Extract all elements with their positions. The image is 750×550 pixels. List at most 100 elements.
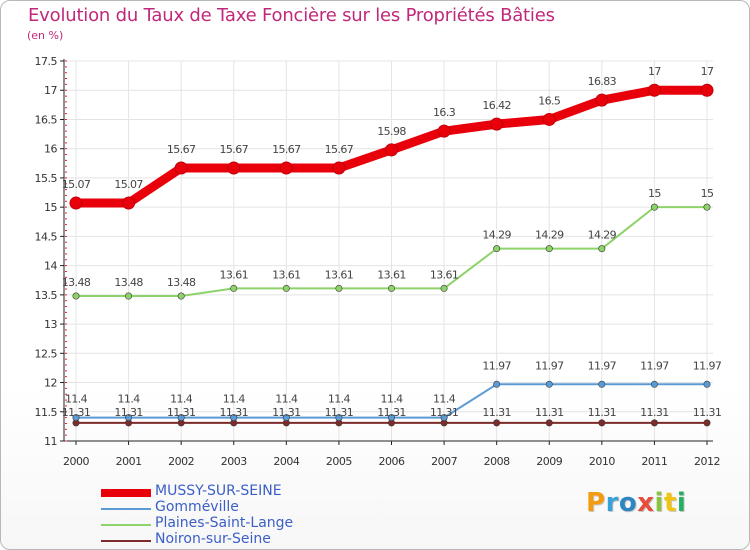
data-point	[385, 143, 398, 157]
data-label: 15.98	[377, 125, 406, 138]
x-tick-label: 2003	[221, 455, 247, 468]
x-tick-label: 2011	[641, 455, 667, 468]
data-point	[595, 93, 609, 107]
logo-letter: P	[586, 488, 606, 518]
data-label: 11.4	[223, 393, 246, 406]
data-label: 15	[648, 187, 661, 200]
legend-label: Gomméville	[155, 499, 239, 515]
y-tick-label: 16	[44, 143, 57, 156]
data-label: 16.42	[482, 99, 511, 112]
data-label: 13.61	[272, 268, 301, 281]
data-point	[177, 414, 185, 422]
data-point	[440, 414, 448, 422]
data-point	[703, 419, 711, 427]
data-point	[230, 284, 238, 292]
data-label: 15.07	[62, 178, 91, 191]
x-tick-label: 2008	[484, 455, 510, 468]
data-label: 11.31	[114, 406, 143, 419]
data-point	[490, 117, 504, 131]
y-tick-label: 17	[44, 84, 57, 97]
data-point	[437, 124, 451, 138]
data-point	[650, 419, 658, 427]
data-point	[598, 419, 606, 427]
data-point	[125, 292, 133, 300]
data-point	[72, 292, 80, 300]
data-point	[72, 414, 80, 422]
data-point	[542, 112, 556, 126]
chart-title: Evolution du Taux de Taxe Foncière sur l…	[28, 5, 555, 26]
x-tick-label: 2001	[116, 455, 142, 468]
data-point	[647, 83, 661, 97]
x-tick-label: 2005	[326, 455, 352, 468]
data-label: 11.4	[275, 393, 298, 406]
y-tick-label: 12.5	[35, 347, 58, 360]
data-label: 11.97	[535, 359, 564, 372]
data-label: 14.29	[588, 229, 617, 242]
data-label: 11.31	[535, 406, 564, 419]
data-label: 15.67	[167, 143, 196, 156]
data-label: 15.07	[114, 178, 143, 191]
y-tick-label: 17.5	[35, 55, 58, 68]
data-label: 11.31	[220, 406, 249, 419]
data-label: 14.29	[535, 229, 564, 242]
data-point	[227, 161, 241, 175]
data-label: 11.4	[170, 393, 193, 406]
logo-letter: r	[605, 488, 619, 518]
data-label: 11.4	[118, 393, 141, 406]
data-label: 11.31	[640, 406, 669, 419]
data-label: 11.97	[588, 359, 617, 372]
x-tick-label: 2002	[168, 455, 194, 468]
data-point	[650, 380, 658, 388]
y-tick-label: 15	[44, 201, 57, 214]
data-label: 14.29	[482, 229, 511, 242]
x-tick-label: 2006	[379, 455, 405, 468]
x-tick-label: 2010	[589, 455, 615, 468]
data-point	[335, 414, 343, 422]
data-point	[69, 196, 83, 210]
data-point	[332, 161, 346, 175]
data-label: 11.31	[693, 406, 722, 419]
legend-swatch	[101, 540, 151, 542]
data-label: 11.31	[588, 406, 617, 419]
data-point	[230, 414, 238, 422]
data-point	[700, 83, 714, 97]
x-tick-label: 2004	[273, 455, 299, 468]
data-label: 13.48	[167, 276, 196, 289]
y-tick-label: 13.5	[35, 289, 58, 302]
logo-letter: i	[676, 488, 687, 518]
data-label: 17	[701, 65, 714, 78]
proxiti-logo: Proxiti	[586, 488, 686, 518]
logo-letter: i	[654, 488, 664, 518]
data-label: 11.31	[272, 406, 301, 419]
data-label: 13.61	[220, 268, 249, 281]
data-point	[177, 292, 185, 300]
y-tick-label: 16.5	[35, 113, 58, 126]
data-point	[387, 414, 395, 422]
x-tick-label: 2012	[694, 455, 720, 468]
y-tick-label: 13	[44, 318, 57, 331]
data-point	[493, 419, 501, 427]
y-tick-label: 15.5	[35, 172, 58, 185]
data-point	[282, 284, 290, 292]
data-point	[545, 245, 553, 253]
data-label: 13.48	[114, 276, 143, 289]
legend-swatch	[101, 524, 151, 526]
data-label: 11.31	[430, 406, 459, 419]
data-point	[598, 245, 606, 253]
data-label: 11.4	[433, 393, 456, 406]
data-point	[493, 245, 501, 253]
data-label: 13.61	[377, 268, 406, 281]
legend-swatch	[101, 508, 151, 510]
logo-letter: x	[637, 488, 655, 518]
x-tick-label: 2007	[431, 455, 457, 468]
legend-label: Plaines-Saint-Lange	[155, 515, 294, 531]
data-point	[598, 380, 606, 388]
data-point	[440, 284, 448, 292]
y-tick-label: 11.5	[35, 406, 58, 419]
data-label: 11.31	[377, 406, 406, 419]
legend-label: MUSSY-SUR-SEINE	[155, 483, 282, 499]
legend-swatch	[101, 489, 151, 497]
data-label: 15.67	[272, 143, 301, 156]
data-label: 16.83	[588, 75, 617, 88]
